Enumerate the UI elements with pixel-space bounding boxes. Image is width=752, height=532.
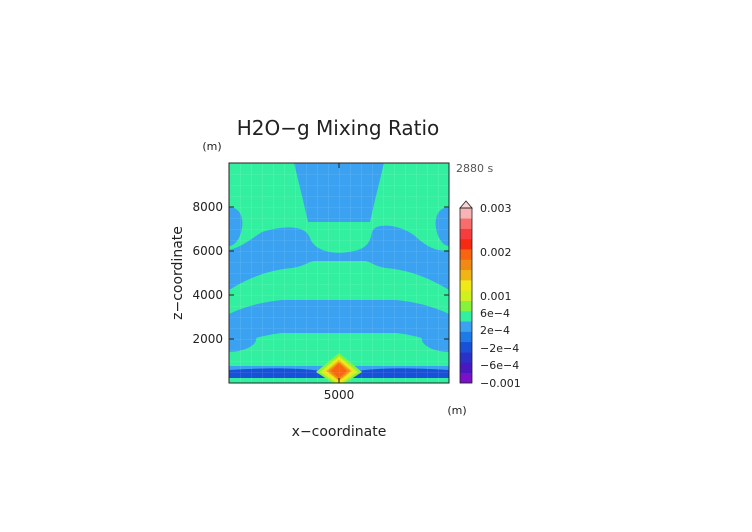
- grid-overlay: [229, 163, 449, 383]
- colorbar-tick-label: −0.001: [480, 377, 521, 390]
- colorbar-swatch: [460, 218, 472, 229]
- colorbar-swatch: [460, 249, 472, 260]
- x-tick-label: 5000: [324, 388, 355, 402]
- colorbar-tick-label: −2e−4: [480, 342, 519, 355]
- chart-title: H2O−g Mixing Ratio: [237, 116, 440, 140]
- colorbar: [459, 200, 473, 384]
- colorbar-tick-label: 6e−4: [480, 307, 510, 320]
- y-tick-label: 2000: [192, 332, 223, 346]
- y-ticks: 2000 4000 6000 8000: [192, 200, 449, 346]
- time-label: 2880 s: [456, 162, 493, 175]
- x-axis-label: x−coordinate: [292, 424, 387, 440]
- colorbar-swatch: [460, 341, 472, 353]
- colorbar-tick-label: 0.002: [480, 246, 512, 259]
- plot-area: 5000 2000 4000 6000 8000: [192, 162, 450, 402]
- colorbar-swatch: [460, 280, 472, 291]
- colorbar-swatch: [460, 372, 472, 384]
- x-ticks: 5000: [324, 163, 355, 402]
- colorbar-swatch: [460, 321, 472, 332]
- colorbar-tick-label: 0.001: [480, 290, 512, 303]
- colorbar-swatch: [460, 259, 472, 271]
- colorbar-frame: [459, 207, 473, 384]
- colorbar-swatch: [460, 331, 472, 343]
- colorbar-tick-label: 2e−4: [480, 324, 510, 337]
- x-unit-label: (m): [447, 404, 466, 417]
- y-axis-label: z−coordinate: [170, 226, 186, 320]
- colorbar-tick-label: −6e−4: [480, 359, 519, 372]
- colorbar-swatch: [460, 208, 472, 219]
- colorbar-swatch: [460, 290, 472, 301]
- y-unit-label: (m): [202, 140, 221, 153]
- colorbar-swatch: [460, 310, 472, 322]
- y-tick-label: 8000: [192, 200, 223, 214]
- y-tick-label: 4000: [192, 288, 223, 302]
- colorbar-tick-label: 0.003: [480, 202, 512, 215]
- colorbar-swatch: [460, 269, 472, 281]
- colorbar-swatch: [460, 228, 472, 240]
- colorbar-swatch: [460, 300, 472, 312]
- colorbar-labels: 0.003 0.002 0.001 6e−4 2e−4 −2e−4 −6e−4 −0.001: [480, 202, 521, 390]
- y-tick-label: 6000: [192, 244, 223, 258]
- colorbar-overflow-triangle: [459, 200, 473, 209]
- colorbar-swatch: [460, 352, 472, 363]
- colorbar-swatch: [460, 238, 472, 250]
- colorbar-swatch: [460, 362, 472, 374]
